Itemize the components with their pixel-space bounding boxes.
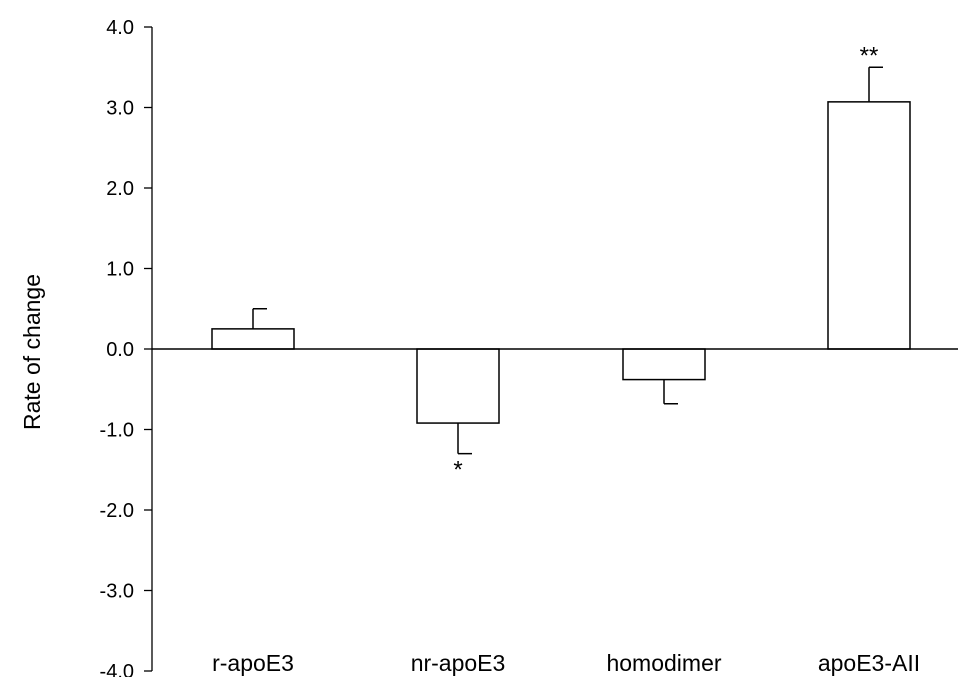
y-tick-label: 4.0 — [106, 17, 134, 39]
significance-marker: ** — [860, 42, 879, 69]
category-label: apoE3-AII — [818, 650, 920, 676]
y-tick-label: 1.0 — [106, 259, 134, 281]
y-tick-label: 3.0 — [106, 98, 134, 120]
y-axis-title: Rate of change — [19, 274, 45, 430]
category-labels: r-apoE3 nr-apoE3 homodimer apoE3-AII — [212, 650, 920, 676]
bars: *** — [152, 42, 958, 484]
bar — [211, 328, 295, 350]
bar — [416, 348, 500, 424]
bar — [622, 348, 706, 381]
significance-marker: * — [453, 457, 462, 484]
category-label: r-apoE3 — [212, 650, 294, 676]
bar — [827, 101, 911, 350]
y-tick-label: 2.0 — [106, 178, 134, 200]
y-tick-label: -4.0 — [100, 661, 134, 677]
category-label: nr-apoE3 — [411, 650, 506, 676]
category-label: homodimer — [606, 650, 721, 676]
y-tick-label: -3.0 — [100, 581, 134, 603]
y-tick-label: -1.0 — [100, 420, 134, 442]
y-tick-label: -2.0 — [100, 500, 134, 522]
y-axis: 4.0 3.0 2.0 1.0 0.0 -1.0 -2.0 -3.0 -4.0 — [100, 17, 153, 677]
y-tick-label: 0.0 — [106, 339, 134, 361]
